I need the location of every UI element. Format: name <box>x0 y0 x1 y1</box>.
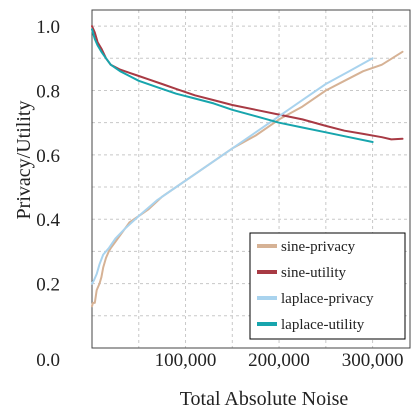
legend-box <box>249 232 406 340</box>
x-tick-label: 200,000 <box>248 350 310 371</box>
y-axis-label: Privacy/Utility <box>13 101 35 220</box>
y-tick-label: 0.4 <box>36 210 60 231</box>
y-tick-label: 0.2 <box>36 275 60 296</box>
legend-label: sine-privacy <box>281 239 356 255</box>
legend: sine-privacy sine-utility laplace-privacy l… <box>249 232 406 340</box>
series-line-laplace-privacy <box>91 57 374 285</box>
series-line-laplace-utility <box>91 28 374 143</box>
series-layer <box>91 25 404 308</box>
x-axis-label: Total Absolute Noise <box>180 388 349 410</box>
plot-frame <box>91 9 411 349</box>
x-tick-labels: 100,000 200,000 300,000 <box>155 350 404 371</box>
y-tick-label: 1.0 <box>36 17 60 38</box>
legend-label: laplace-privacy <box>281 291 374 307</box>
y-tick-labels: 0.0 0.2 0.4 0.6 0.8 1.0 <box>36 17 60 371</box>
legend-label: laplace-utility <box>281 317 365 333</box>
x-tick-label: 100,000 <box>155 350 217 371</box>
x-tick-label: 300,000 <box>342 350 404 371</box>
legend-label: sine-utility <box>281 265 346 281</box>
y-tick-label: 0.6 <box>36 146 60 167</box>
y-tick-label: 0.8 <box>36 81 60 102</box>
y-tick-label: 0.0 <box>36 350 60 371</box>
